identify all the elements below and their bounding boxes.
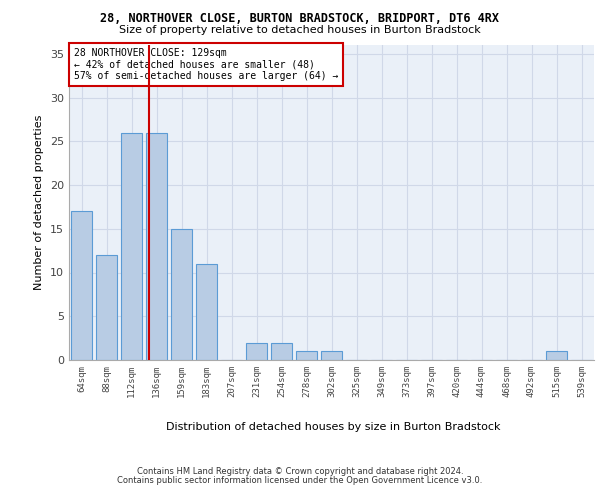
Text: Contains HM Land Registry data © Crown copyright and database right 2024.: Contains HM Land Registry data © Crown c… xyxy=(137,467,463,476)
Bar xyxy=(546,351,567,360)
Bar xyxy=(171,229,192,360)
Bar xyxy=(121,132,142,360)
Y-axis label: Number of detached properties: Number of detached properties xyxy=(34,115,44,290)
Text: Distribution of detached houses by size in Burton Bradstock: Distribution of detached houses by size … xyxy=(166,422,500,432)
Bar xyxy=(271,342,292,360)
Text: 28, NORTHOVER CLOSE, BURTON BRADSTOCK, BRIDPORT, DT6 4RX: 28, NORTHOVER CLOSE, BURTON BRADSTOCK, B… xyxy=(101,12,499,26)
Bar xyxy=(71,211,92,360)
Bar xyxy=(196,264,217,360)
Bar xyxy=(321,351,342,360)
Text: Contains public sector information licensed under the Open Government Licence v3: Contains public sector information licen… xyxy=(118,476,482,485)
Bar xyxy=(96,255,117,360)
Text: 28 NORTHOVER CLOSE: 129sqm
← 42% of detached houses are smaller (48)
57% of semi: 28 NORTHOVER CLOSE: 129sqm ← 42% of deta… xyxy=(74,48,338,82)
Bar xyxy=(296,351,317,360)
Bar xyxy=(146,132,167,360)
Text: Size of property relative to detached houses in Burton Bradstock: Size of property relative to detached ho… xyxy=(119,25,481,35)
Bar xyxy=(246,342,267,360)
